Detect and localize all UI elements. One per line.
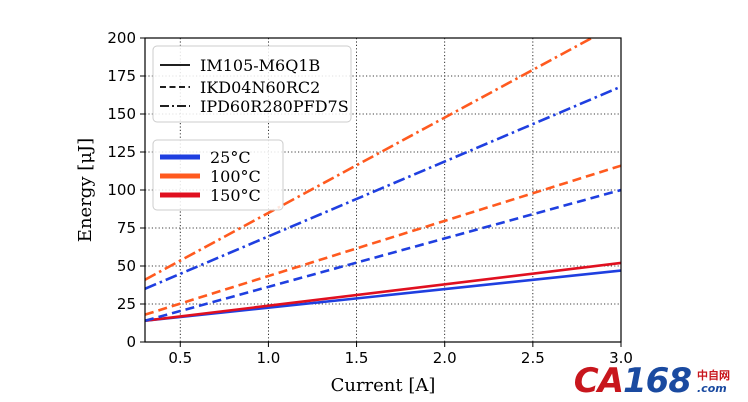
y-tick-label: 200: [107, 29, 136, 47]
x-tick-label: 2.5: [521, 349, 545, 367]
watermark-side: 中自网 .com: [697, 369, 730, 395]
y-tick-label: 50: [117, 257, 136, 275]
x-tick-label: 3.0: [609, 349, 633, 367]
legend-devices: IM105-M6Q1B IKD04N60RC2 IPD60R280PFD7S: [152, 45, 352, 123]
y-axis-label: Energy [μJ]: [75, 138, 96, 242]
y-tick-label: 25: [117, 295, 136, 313]
series-line-ikd04n60rc2-25-c: [145, 188, 621, 322]
watermark-brand: CA168: [573, 361, 692, 401]
x-tick-label: 2.0: [433, 349, 457, 367]
x-axis-label: Current [A]: [331, 375, 436, 396]
legend-devices-box: [152, 45, 352, 123]
watermark-logo: CA168 中自网 .com: [574, 364, 730, 398]
watermark-domain: .com: [697, 382, 727, 395]
series-line-im105-m6q1b-150-c: [145, 261, 621, 323]
y-tick-label: 75: [117, 219, 136, 237]
legend-temperature-label: 25°C: [210, 148, 251, 167]
legend-temperature-label: 150°C: [210, 186, 261, 205]
legend-device-label: IPD60R280PFD7S: [200, 97, 349, 116]
x-tick-label: 1.0: [256, 349, 280, 367]
axis-ticks: 0.5 1.0 1.5 2.0 2.5 3.0 0 25 50 75 100 125 150 175 200: [107, 29, 633, 367]
y-tick-label: 175: [107, 67, 136, 85]
y-tick-label: 125: [107, 143, 136, 161]
legend-temperature-label: 100°C: [210, 167, 261, 186]
watermark-brand-part2: 168: [623, 361, 692, 401]
legend-device-label: IM105-M6Q1B: [200, 56, 320, 75]
watermark-brand-part1: CA: [573, 361, 624, 401]
y-tick-label: 0: [126, 333, 136, 351]
y-tick-label: 100: [107, 181, 136, 199]
series-line-ipd60r280pfd7s-25-c: [145, 85, 621, 290]
legend-temperatures: 25°C 100°C 150°C: [152, 139, 284, 211]
x-tick-label: 0.5: [168, 349, 192, 367]
watermark-cn-text: 中自网: [697, 369, 730, 382]
y-tick-label: 150: [107, 105, 136, 123]
x-tick-label: 1.5: [345, 349, 369, 367]
series-lines: [145, 38, 621, 323]
series-line-ipd60r280pfd7s-100-c: [145, 38, 595, 281]
legend-device-label: IKD04N60RC2: [200, 78, 320, 97]
